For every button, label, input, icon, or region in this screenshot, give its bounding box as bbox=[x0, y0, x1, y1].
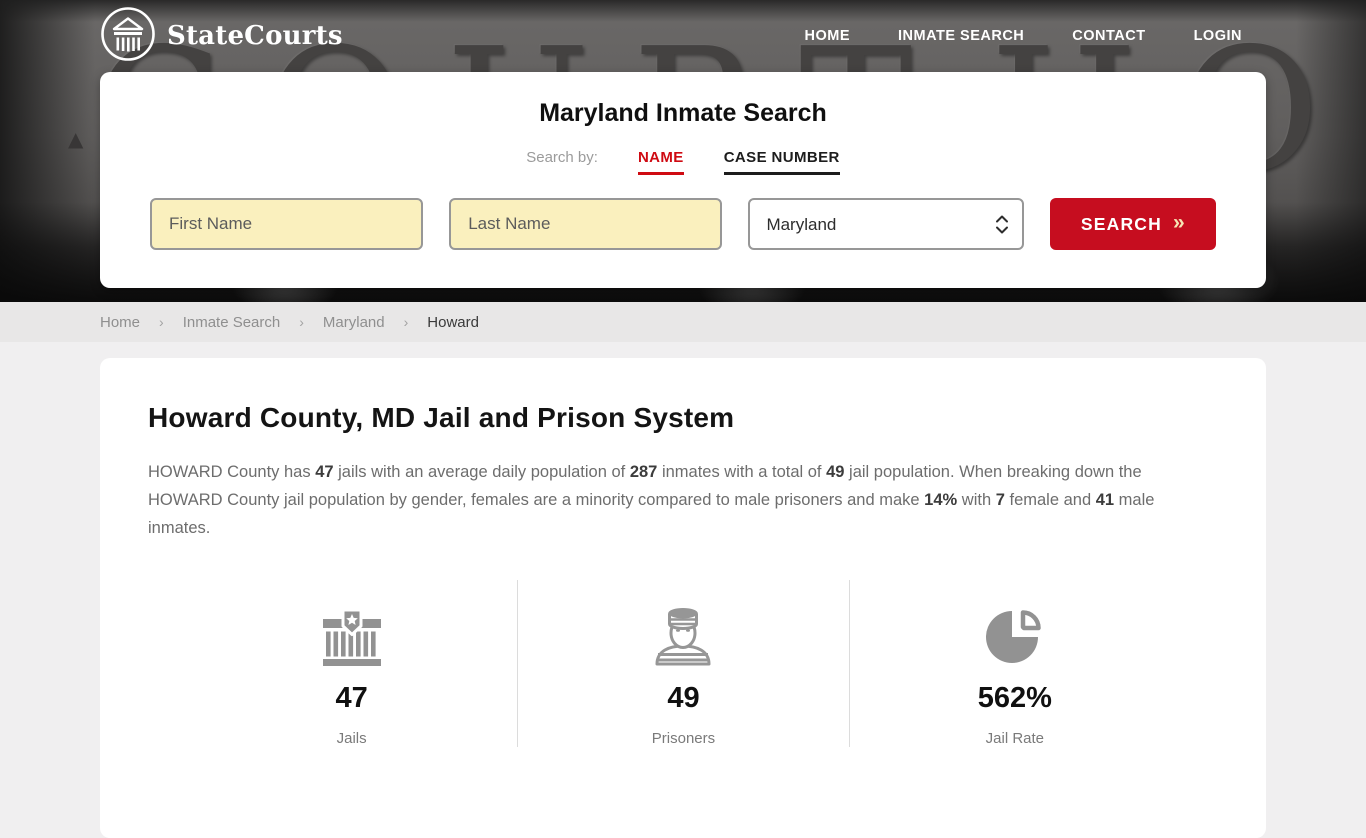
state-select[interactable]: Maryland bbox=[748, 198, 1024, 250]
first-name-input[interactable] bbox=[150, 198, 424, 250]
stat-daily-population-inline: 287 bbox=[629, 463, 658, 481]
nav-item-contact[interactable]: CONTACT bbox=[1072, 28, 1146, 44]
page-title: Howard County, MD Jail and Prison System bbox=[148, 402, 735, 433]
engraving-ornament-icon: ▲ bbox=[68, 127, 84, 152]
breadcrumb-maryland[interactable]: Maryland bbox=[322, 313, 385, 331]
nav-item-home[interactable]: HOME bbox=[804, 28, 850, 44]
chevron-right-icon: › bbox=[159, 314, 164, 330]
summary-text: male inmates. bbox=[148, 491, 1155, 537]
stat-female-percent-inline: 14% bbox=[924, 491, 958, 509]
brand-logo[interactable]: StateCourts bbox=[100, 6, 343, 67]
chevron-right-icon: › bbox=[299, 314, 304, 330]
state-select-wrap: Maryland bbox=[748, 198, 1024, 250]
stat-value-jails: 47 bbox=[335, 682, 368, 714]
stat-jails: 47 Jails bbox=[186, 580, 517, 747]
search-by-tabs: Search by: NAME CASE NUMBER bbox=[100, 149, 1266, 175]
stat-value-prisoners: 49 bbox=[667, 682, 700, 714]
summary-text: female and bbox=[1004, 491, 1096, 509]
stat-jail-rate: 562% Jail Rate bbox=[848, 580, 1180, 747]
summary-text: HOWARD County has bbox=[148, 463, 316, 481]
pie-chart-icon bbox=[850, 582, 1180, 668]
stat-female-count-inline: 7 bbox=[995, 491, 1005, 509]
search-button-label: SEARCH bbox=[1080, 213, 1162, 234]
courthouse-logo-icon bbox=[100, 6, 156, 67]
summary-text: jails with an average daily population o… bbox=[333, 463, 630, 481]
nav-item-login[interactable]: LOGIN bbox=[1193, 28, 1242, 44]
breadcrumb-inmate-search[interactable]: Inmate Search bbox=[182, 313, 281, 331]
summary-text: jail population. When breaking down the … bbox=[148, 463, 1142, 509]
breadcrumb-home[interactable]: Home bbox=[100, 313, 141, 331]
summary-text: inmates with a total of bbox=[657, 463, 827, 481]
stat-jail-population-inline: 49 bbox=[826, 463, 845, 481]
tab-case-number[interactable]: CASE NUMBER bbox=[723, 149, 840, 175]
double-chevron-right-icon: » bbox=[1172, 210, 1185, 234]
prisoner-icon bbox=[518, 582, 848, 668]
hero-header: ▲ COURT ▲ HOUSE StateCourts HOM bbox=[0, 0, 1366, 302]
search-panel-title: Maryland Inmate Search bbox=[539, 99, 827, 127]
stat-label-prisoners: Prisoners bbox=[651, 730, 716, 747]
stat-value-jail-rate: 562% bbox=[977, 682, 1052, 714]
nav-item-inmate-search[interactable]: INMATE SEARCH bbox=[898, 28, 1025, 44]
brand-name: StateCourts bbox=[167, 21, 343, 51]
chevron-right-icon: › bbox=[403, 314, 409, 330]
main-nav: HOME INMATE SEARCH CONTACT LOGIN bbox=[805, 28, 1243, 44]
county-summary-paragraph: HOWARD County has 47 jails with an avera… bbox=[148, 458, 1218, 542]
stats-row: 47 Jails 49 Prisoners bbox=[148, 580, 1218, 747]
top-navigation-bar: StateCourts HOME INMATE SEARCH CONTACT L… bbox=[0, 0, 1366, 72]
county-jail-card: Howard County, MD Jail and Prison System… bbox=[100, 358, 1266, 838]
breadcrumb: Home › Inmate Search › Maryland › Howard bbox=[0, 302, 1366, 342]
breadcrumb-current-howard: Howard bbox=[427, 313, 479, 331]
stat-male-count-inline: 41 bbox=[1095, 491, 1115, 509]
stat-label-jails: Jails bbox=[336, 730, 367, 747]
stat-label-jail-rate: Jail Rate bbox=[985, 730, 1044, 747]
stat-jails-inline: 47 bbox=[315, 463, 334, 481]
search-by-label: Search by: bbox=[526, 149, 598, 166]
search-button[interactable]: SEARCH » bbox=[1049, 198, 1216, 250]
jail-building-icon bbox=[186, 582, 517, 668]
summary-text: with bbox=[957, 491, 996, 509]
inmate-search-panel: Maryland Inmate Search Search by: NAME C… bbox=[100, 72, 1266, 288]
last-name-input[interactable] bbox=[449, 198, 723, 250]
stat-prisoners: 49 Prisoners bbox=[517, 580, 848, 747]
tab-name[interactable]: NAME bbox=[637, 149, 684, 175]
search-form: Maryland SEARCH » bbox=[100, 198, 1266, 250]
